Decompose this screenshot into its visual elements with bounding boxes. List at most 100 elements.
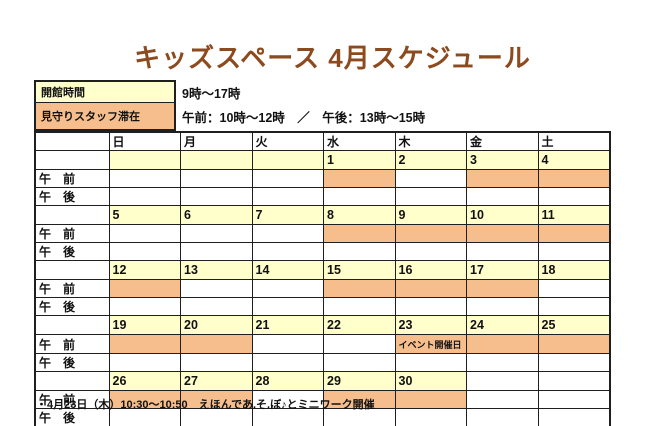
date-cell: 24 xyxy=(466,315,539,335)
pm-slot-cell xyxy=(108,297,181,316)
pm-slot-cell xyxy=(108,353,181,372)
am-slot-cell xyxy=(180,169,253,188)
pm-row-label: 午 後 xyxy=(34,353,110,372)
day-header-木: 木 xyxy=(394,131,467,151)
date-cell: 12 xyxy=(108,260,181,280)
pm-row-label: 午 後 xyxy=(34,187,110,206)
footnote: ・4月23日（木）10:30～10:50 えほんであ.そ.ぼ♪とミニワーク開催 xyxy=(36,399,375,411)
pm-slot-cell xyxy=(108,187,181,206)
date-row-spacer xyxy=(34,150,110,170)
pm-slot-cell xyxy=(466,187,539,206)
pm-row-label: 午 後 xyxy=(34,242,110,261)
date-cell: 9 xyxy=(394,205,467,225)
pm-slot-cell xyxy=(537,187,610,206)
pm-row-label: 午 後 xyxy=(34,297,110,316)
pm-slot-cell xyxy=(466,408,539,426)
date-cell: 11 xyxy=(537,205,610,225)
am-slot-cell xyxy=(180,390,253,409)
day-header-月: 月 xyxy=(180,131,253,151)
page-title: キッズスペース 4月スケジュール xyxy=(134,43,531,73)
pm-slot-cell xyxy=(537,353,610,372)
am-slot-cell xyxy=(466,334,539,354)
am-slot-cell xyxy=(180,224,253,243)
date-cell: 7 xyxy=(251,205,324,225)
date-cell: 1 xyxy=(323,150,396,170)
date-cell: 25 xyxy=(537,315,610,335)
date-cell: 16 xyxy=(394,260,467,280)
date-row-spacer xyxy=(34,205,110,225)
pm-slot-cell xyxy=(108,408,181,426)
am-slot-cell xyxy=(537,169,610,188)
date-cell xyxy=(537,371,610,391)
week-5-pm-row: 午 後 xyxy=(34,408,610,426)
week-3-am-row: 午 前 xyxy=(34,279,610,298)
date-cell: 6 xyxy=(180,205,253,225)
am-slot-cell xyxy=(394,279,467,298)
am-slot-cell xyxy=(251,334,324,354)
am-slot-cell xyxy=(537,334,610,354)
date-cell: 30 xyxy=(394,371,467,391)
date-cell: 14 xyxy=(251,260,324,280)
pm-slot-cell xyxy=(537,408,610,426)
pm-row-label: 午 後 xyxy=(34,408,110,426)
day-header-金: 金 xyxy=(466,131,539,151)
date-cell: 20 xyxy=(180,315,253,335)
week-1-pm-row: 午 後 xyxy=(34,187,610,206)
am-slot-cell xyxy=(323,224,396,243)
date-cell: 27 xyxy=(180,371,253,391)
date-cell: 23 xyxy=(394,315,467,335)
week-4-am-row: 午 前 イベント開催日 xyxy=(34,334,610,354)
date-cell: 10 xyxy=(466,205,539,225)
am-slot-cell xyxy=(251,390,324,409)
am-slot-cell xyxy=(323,279,396,298)
week-2-am-row: 午 前 xyxy=(34,224,610,243)
week-3-pm-row: 午 後 xyxy=(34,297,610,316)
day-header-火: 火 xyxy=(251,131,324,151)
am-slot-cell xyxy=(323,169,396,188)
pm-slot-cell xyxy=(251,353,324,372)
am-row-label: 午 前 xyxy=(34,279,110,298)
am-row-label: 午 前 xyxy=(34,224,110,243)
am-slot-cell xyxy=(323,334,396,354)
am-slot-cell: イベント開催日 xyxy=(394,334,467,354)
pm-slot-cell xyxy=(537,297,610,316)
am-slot-cell xyxy=(466,224,539,243)
week-4-pm-row: 午 後 xyxy=(34,353,610,372)
week-1-am-row: 午 前 xyxy=(34,169,610,188)
date-cell xyxy=(466,371,539,391)
date-row-spacer xyxy=(34,260,110,280)
pm-slot-cell xyxy=(251,242,324,261)
am-slot-cell xyxy=(108,390,181,409)
date-cell xyxy=(180,150,253,170)
day-header-土: 土 xyxy=(537,131,610,151)
pm-slot-cell xyxy=(537,242,610,261)
pm-slot-cell xyxy=(180,408,253,426)
am-slot-cell xyxy=(466,169,539,188)
date-cell xyxy=(251,150,324,170)
date-cell: 28 xyxy=(251,371,324,391)
am-slot-cell xyxy=(108,169,181,188)
week-4-date-row: 19 20 21 22 23 24 25 xyxy=(34,315,610,335)
week-5-date-row: 26 27 28 29 30 xyxy=(34,371,610,391)
pm-slot-cell xyxy=(323,353,396,372)
week-3-date-row: 12 13 14 15 16 17 18 xyxy=(34,260,610,280)
date-cell: 26 xyxy=(108,371,181,391)
pm-slot-cell xyxy=(323,187,396,206)
week-5-am-row: 午 前 xyxy=(34,390,610,409)
am-slot-cell xyxy=(323,390,396,409)
date-cell xyxy=(108,150,181,170)
pm-slot-cell xyxy=(108,242,181,261)
pm-slot-cell xyxy=(180,297,253,316)
date-cell: 29 xyxy=(323,371,396,391)
pm-slot-cell xyxy=(251,187,324,206)
am-row-label: 午 前 xyxy=(34,390,110,409)
date-row-spacer xyxy=(34,315,110,335)
pm-slot-cell xyxy=(394,353,467,372)
pm-slot-cell xyxy=(180,242,253,261)
date-cell: 17 xyxy=(466,260,539,280)
am-slot-cell xyxy=(251,224,324,243)
am-slot-cell xyxy=(394,390,467,409)
pm-slot-cell xyxy=(466,242,539,261)
